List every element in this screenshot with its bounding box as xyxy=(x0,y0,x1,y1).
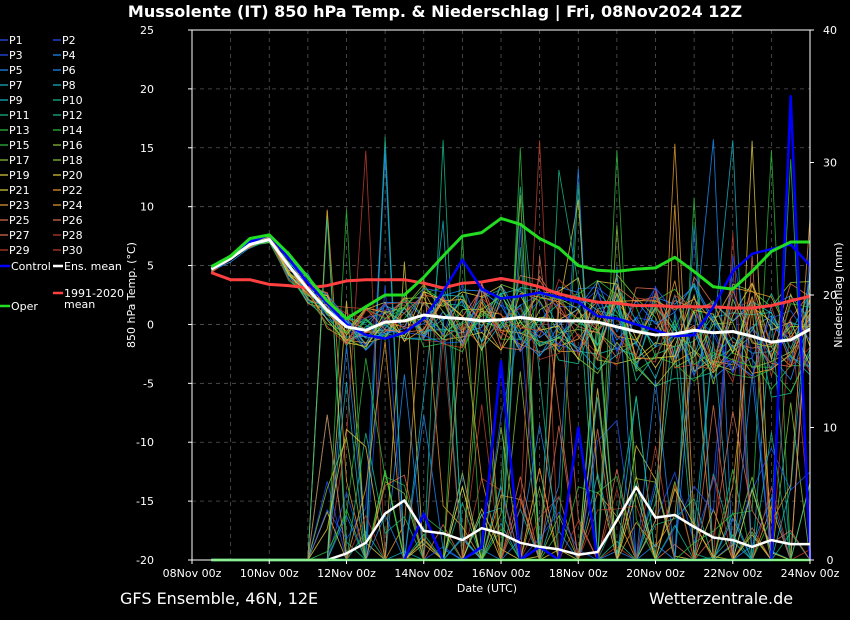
x-tick-label: 10Nov 00z xyxy=(240,567,299,580)
member-precip-line xyxy=(211,411,811,561)
legend-label: P1 xyxy=(9,34,23,47)
ens-mean-temp-line xyxy=(210,238,811,344)
y2-axis-label: Niederschlag (mm) xyxy=(832,242,845,347)
x-tick-label: 24Nov 00z xyxy=(781,567,840,580)
legend-label: P28 xyxy=(62,229,83,242)
x-tick-label: 08Nov 00z xyxy=(163,567,222,580)
legend-label: P20 xyxy=(62,169,83,182)
oper-temp-line xyxy=(210,216,810,321)
legend-label: P11 xyxy=(9,109,30,122)
legend-label: P2 xyxy=(62,34,76,47)
legend-label: P14 xyxy=(62,124,83,137)
legend-label: P19 xyxy=(9,169,30,182)
y2-tick-label: 30 xyxy=(823,157,837,170)
member-temp-line xyxy=(211,236,811,369)
legend-label: P17 xyxy=(9,154,30,167)
x-tick-label: 22Nov 00z xyxy=(703,567,762,580)
legend-label: P12 xyxy=(62,109,83,122)
legend-label: P8 xyxy=(62,79,76,92)
x-tick-label: 12Nov 00z xyxy=(317,567,376,580)
y-tick-label: -20 xyxy=(136,554,154,567)
y-tick-label: 20 xyxy=(140,83,154,96)
legend-label: P13 xyxy=(9,124,30,137)
legend-label: P27 xyxy=(9,229,30,242)
x-tick-label: 18Nov 00z xyxy=(549,567,608,580)
y2-tick-label: 40 xyxy=(823,24,837,37)
member-temp-line xyxy=(211,238,811,384)
control-temp-line xyxy=(210,233,811,340)
legend-label: P26 xyxy=(62,214,83,227)
legend-oper-label: Oper xyxy=(11,300,38,313)
legend-label: P18 xyxy=(62,154,83,167)
y2-tick-label: 10 xyxy=(823,422,837,435)
x-tick-label: 20Nov 00z xyxy=(626,567,685,580)
model-info: GFS Ensemble, 46N, 12E xyxy=(120,589,319,608)
legend-label: P29 xyxy=(9,244,30,257)
legend-label: P5 xyxy=(9,64,23,77)
site-credit: Wetterzentrale.de xyxy=(649,589,794,608)
y-tick-label: -10 xyxy=(136,436,154,449)
legend-label: P23 xyxy=(9,199,30,212)
legend-control-label: Control xyxy=(11,260,51,273)
x-tick-label: 14Nov 00z xyxy=(394,567,453,580)
legend-label: P15 xyxy=(9,139,30,152)
y-tick-label: -5 xyxy=(143,377,154,390)
legend: P1 P2 P3 P4 P5 P6 P7 P8 P9 P10 P11 P12 P13 P14 P15 P16 P… xyxy=(0,34,124,313)
legend-label: P10 xyxy=(62,94,83,107)
legend-label: P16 xyxy=(62,139,83,152)
x-axis-label: Date (UTC) xyxy=(457,582,517,595)
legend-label: P7 xyxy=(9,79,23,92)
chart-axes: -20 -15 -10 -5 0 5 10 15 20 25 0 10 20 30 40 08Nov 00z 1… xyxy=(136,24,840,580)
legend-label: P3 xyxy=(9,49,23,62)
y-tick-label: 5 xyxy=(147,260,154,273)
chart-title: Mussolente (IT) 850 hPa Temp. & Niedersc… xyxy=(127,2,743,21)
legend-label: P30 xyxy=(62,244,83,257)
y-tick-label: 25 xyxy=(140,24,154,37)
legend-label: P4 xyxy=(62,49,76,62)
x-tick-label: 16Nov 00z xyxy=(472,567,531,580)
legend-label: P21 xyxy=(9,184,30,197)
legend-label: P25 xyxy=(9,214,30,227)
member-precip-line xyxy=(211,388,810,562)
y2-tick-label: 20 xyxy=(823,289,837,302)
legend-ens-mean-label: Ens. mean xyxy=(64,260,122,273)
y-axis-label: 850 hPa Temp. (°C) xyxy=(125,242,138,348)
legend-label: P6 xyxy=(62,64,76,77)
y-tick-label: 10 xyxy=(140,201,154,214)
ensemble-members xyxy=(211,136,811,562)
y-tick-label: 0 xyxy=(147,318,154,331)
legend-label: P22 xyxy=(62,184,83,197)
legend-label: P9 xyxy=(9,94,23,107)
legend-climate-label-2: mean xyxy=(64,298,95,311)
legend-label: P24 xyxy=(62,199,83,212)
y-tick-label: 15 xyxy=(140,142,154,155)
y2-tick-label: 0 xyxy=(827,554,834,567)
y-tick-label: -15 xyxy=(136,495,154,508)
legend-climate-label: 1991-2020 xyxy=(64,287,124,300)
